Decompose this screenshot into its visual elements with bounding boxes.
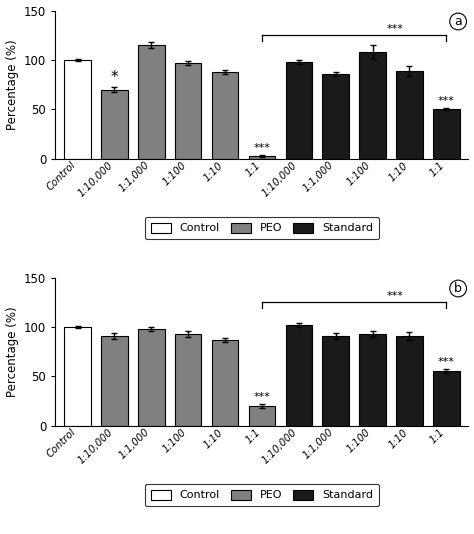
Bar	[101, 336, 128, 426]
Bar	[101, 90, 128, 159]
Bar	[359, 52, 386, 159]
Text: b: b	[454, 282, 462, 295]
Bar	[138, 329, 164, 426]
Bar	[175, 63, 201, 159]
Legend: Control, PEO, Standard: Control, PEO, Standard	[145, 217, 379, 239]
Text: ***: ***	[438, 96, 455, 106]
Bar	[249, 155, 275, 159]
Bar	[249, 406, 275, 426]
Text: ***: ***	[254, 392, 270, 402]
Text: ***: ***	[254, 143, 270, 153]
Bar	[322, 74, 349, 159]
Bar	[64, 60, 91, 159]
Bar	[396, 336, 423, 426]
Bar	[212, 72, 238, 159]
Bar	[138, 45, 164, 159]
Y-axis label: Percentage (%): Percentage (%)	[6, 307, 18, 397]
Bar	[359, 334, 386, 426]
Bar	[212, 340, 238, 426]
Y-axis label: Percentage (%): Percentage (%)	[6, 40, 18, 130]
Legend: Control, PEO, Standard: Control, PEO, Standard	[145, 484, 379, 506]
Text: a: a	[454, 15, 462, 28]
Bar	[285, 62, 312, 159]
Text: *: *	[110, 69, 118, 84]
Bar	[322, 336, 349, 426]
Bar	[175, 334, 201, 426]
Bar	[433, 109, 460, 159]
Bar	[64, 327, 91, 426]
Bar	[433, 371, 460, 426]
Bar	[396, 71, 423, 159]
Text: ***: ***	[438, 357, 455, 367]
Text: ***: ***	[386, 23, 403, 34]
Bar	[285, 325, 312, 426]
Text: ***: ***	[386, 290, 403, 301]
